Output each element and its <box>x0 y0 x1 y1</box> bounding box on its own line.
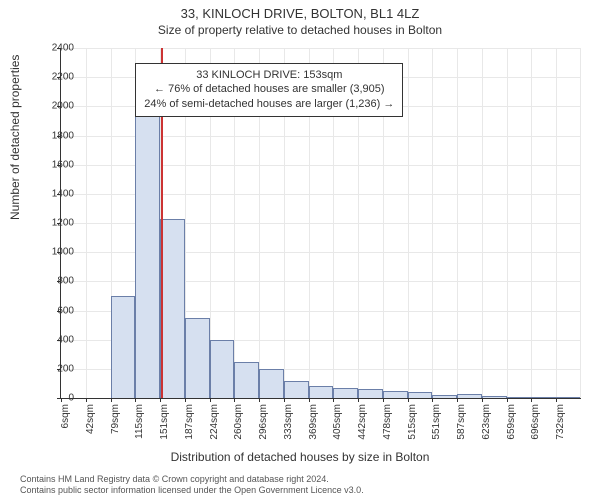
y-tick-label: 1400 <box>34 188 74 199</box>
x-tick <box>309 398 310 402</box>
x-tick-label: 551sqm <box>431 404 442 444</box>
histogram-bar <box>333 388 358 398</box>
gridline-v <box>580 48 581 398</box>
histogram-bar <box>160 219 185 398</box>
x-axis-title: Distribution of detached houses by size … <box>0 450 600 464</box>
x-tick <box>284 398 285 402</box>
histogram-bar <box>457 394 482 398</box>
x-tick-label: 405sqm <box>332 404 343 444</box>
x-tick-label: 187sqm <box>184 404 195 444</box>
gridline-v <box>457 48 458 398</box>
x-tick-label: 623sqm <box>481 404 492 444</box>
x-tick <box>160 398 161 402</box>
x-tick-label: 442sqm <box>357 404 368 444</box>
plot-area: 33 KINLOCH DRIVE: 153sqm ← 76% of detach… <box>60 48 581 399</box>
x-tick <box>135 398 136 402</box>
x-tick-label: 696sqm <box>530 404 541 444</box>
gridline-h <box>61 48 581 49</box>
x-tick-label: 333sqm <box>283 404 294 444</box>
x-tick-label: 478sqm <box>382 404 393 444</box>
gridline-v <box>507 48 508 398</box>
y-tick-label: 1600 <box>34 159 74 170</box>
y-tick-label: 0 <box>34 393 74 404</box>
chart-subtitle: Size of property relative to detached ho… <box>0 21 600 39</box>
histogram-bar <box>135 114 160 398</box>
x-tick-label: 151sqm <box>159 404 170 444</box>
y-tick-label: 1800 <box>34 130 74 141</box>
histogram-bar <box>234 362 259 398</box>
info-line-3: 24% of semi-detached houses are larger (… <box>144 97 394 112</box>
x-tick <box>383 398 384 402</box>
x-tick <box>259 398 260 402</box>
histogram-bar <box>284 381 309 399</box>
x-tick <box>86 398 87 402</box>
x-tick <box>482 398 483 402</box>
histogram-bar <box>309 386 334 398</box>
x-tick <box>185 398 186 402</box>
gridline-v <box>531 48 532 398</box>
x-tick <box>432 398 433 402</box>
histogram-bar <box>259 369 284 398</box>
x-tick <box>210 398 211 402</box>
histogram-bar <box>482 396 507 398</box>
x-tick-label: 296sqm <box>258 404 269 444</box>
gridline-v <box>432 48 433 398</box>
y-tick-label: 600 <box>34 305 74 316</box>
gridline-v <box>86 48 87 398</box>
histogram-bar <box>185 318 210 398</box>
histogram-bar <box>111 296 136 398</box>
y-tick-label: 400 <box>34 334 74 345</box>
x-tick-label: 260sqm <box>233 404 244 444</box>
info-line-2: ← 76% of detached houses are smaller (3,… <box>144 82 394 97</box>
x-tick-label: 587sqm <box>456 404 467 444</box>
footer-line-1: Contains HM Land Registry data © Crown c… <box>20 474 364 485</box>
histogram-bar <box>383 391 408 398</box>
histogram-bar <box>358 389 383 398</box>
y-tick-label: 2000 <box>34 101 74 112</box>
y-tick-label: 1000 <box>34 247 74 258</box>
x-tick <box>234 398 235 402</box>
x-tick <box>457 398 458 402</box>
info-line-1: 33 KINLOCH DRIVE: 153sqm <box>144 68 394 83</box>
chart-container: 33, KINLOCH DRIVE, BOLTON, BL1 4LZ Size … <box>0 0 600 500</box>
x-tick <box>556 398 557 402</box>
y-axis-title: Number of detached properties <box>8 55 22 220</box>
gridline-v <box>482 48 483 398</box>
x-tick <box>408 398 409 402</box>
x-tick <box>507 398 508 402</box>
footer-line-2: Contains public sector information licen… <box>20 485 364 496</box>
info-box: 33 KINLOCH DRIVE: 153sqm ← 76% of detach… <box>135 63 403 118</box>
x-tick <box>531 398 532 402</box>
histogram-bar <box>210 340 235 398</box>
x-tick-label: 515sqm <box>407 404 418 444</box>
x-tick-label: 732sqm <box>555 404 566 444</box>
x-tick-label: 79sqm <box>110 404 121 444</box>
gridline-v <box>408 48 409 398</box>
y-tick-label: 800 <box>34 276 74 287</box>
x-tick-label: 224sqm <box>209 404 220 444</box>
histogram-bar <box>408 392 433 398</box>
footer: Contains HM Land Registry data © Crown c… <box>20 474 364 496</box>
x-tick-label: 42sqm <box>85 404 96 444</box>
histogram-bar <box>432 395 457 398</box>
x-tick-label: 6sqm <box>60 404 71 444</box>
chart-title: 33, KINLOCH DRIVE, BOLTON, BL1 4LZ <box>0 0 600 21</box>
x-tick-label: 369sqm <box>308 404 319 444</box>
x-tick <box>333 398 334 402</box>
x-tick <box>111 398 112 402</box>
y-tick-label: 2400 <box>34 43 74 54</box>
histogram-bar <box>531 397 556 398</box>
histogram-bar <box>507 397 532 398</box>
x-tick <box>358 398 359 402</box>
histogram-bar <box>556 397 581 398</box>
x-tick-label: 659sqm <box>506 404 517 444</box>
y-tick-label: 1200 <box>34 218 74 229</box>
x-tick-label: 115sqm <box>134 404 145 444</box>
y-tick-label: 200 <box>34 363 74 374</box>
y-tick-label: 2200 <box>34 72 74 83</box>
gridline-v <box>556 48 557 398</box>
